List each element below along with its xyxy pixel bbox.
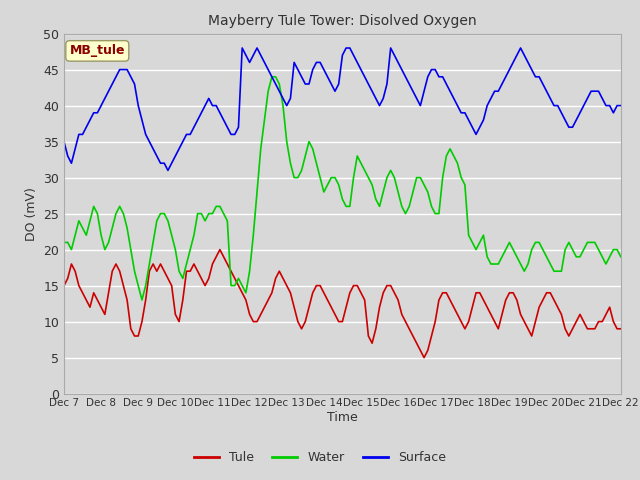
Tule bbox=[402, 319, 410, 324]
Text: MB_tule: MB_tule bbox=[70, 44, 125, 58]
Surface bbox=[238, 45, 246, 51]
Surface bbox=[458, 110, 465, 116]
Water bbox=[339, 196, 346, 202]
Tule bbox=[260, 304, 268, 310]
Tule bbox=[617, 326, 625, 332]
Legend: Tule, Water, Surface: Tule, Water, Surface bbox=[189, 446, 451, 469]
Water bbox=[613, 247, 621, 252]
Surface bbox=[339, 52, 346, 58]
Title: Mayberry Tule Tower: Disolved Oxygen: Mayberry Tule Tower: Disolved Oxygen bbox=[208, 14, 477, 28]
Water bbox=[260, 117, 268, 123]
Surface bbox=[617, 103, 625, 108]
Surface bbox=[613, 103, 621, 108]
Water bbox=[268, 74, 276, 80]
Tule bbox=[216, 247, 224, 252]
Tule bbox=[613, 326, 621, 332]
Water bbox=[458, 175, 465, 180]
Tule bbox=[420, 355, 428, 360]
Line: Surface: Surface bbox=[64, 48, 621, 170]
Surface bbox=[420, 88, 428, 94]
Water bbox=[138, 297, 146, 303]
Water bbox=[420, 182, 428, 188]
Water bbox=[617, 254, 625, 260]
Surface bbox=[60, 139, 68, 144]
Line: Tule: Tule bbox=[64, 250, 621, 358]
Tule bbox=[458, 319, 465, 324]
Tule bbox=[417, 348, 424, 353]
Water bbox=[405, 204, 413, 209]
Tule bbox=[60, 283, 68, 288]
Y-axis label: DO (mV): DO (mV) bbox=[24, 187, 38, 240]
Line: Water: Water bbox=[64, 77, 621, 300]
Surface bbox=[164, 168, 172, 173]
Surface bbox=[405, 81, 413, 87]
Tule bbox=[335, 319, 342, 324]
Water bbox=[60, 240, 68, 245]
X-axis label: Time: Time bbox=[327, 411, 358, 424]
Surface bbox=[264, 67, 272, 72]
